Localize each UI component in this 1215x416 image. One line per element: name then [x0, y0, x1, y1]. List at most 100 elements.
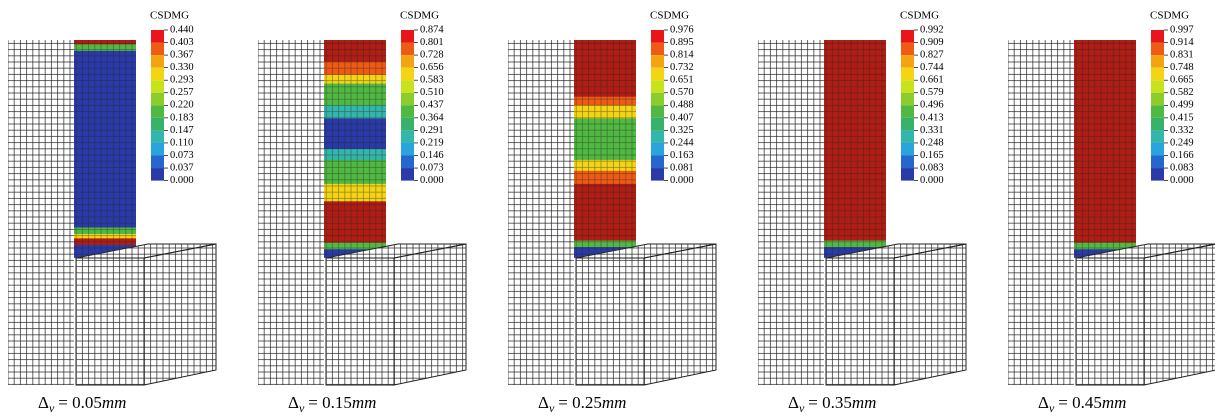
legend-value: 0.732 [670, 62, 694, 73]
caption: Δv = 0.25mm [538, 393, 626, 415]
legend-value: 0.146 [420, 150, 444, 161]
legend-swatch [901, 80, 914, 93]
legend-value: 0.437 [420, 100, 444, 111]
legend-value: 0.801 [420, 37, 444, 48]
legend-swatch [1151, 168, 1164, 181]
legend-value: 0.583 [420, 75, 444, 86]
legend-swatch [151, 55, 164, 68]
contour-grid [824, 40, 886, 258]
legend-value: 0.909 [920, 37, 944, 48]
legend-swatch [651, 155, 664, 169]
legend-swatch [401, 130, 414, 143]
box-front [75, 257, 145, 386]
legend-swatch [651, 142, 664, 156]
legend-swatch [151, 168, 164, 181]
legend-value: 0.895 [670, 37, 694, 48]
mesh-grid [1008, 40, 1074, 385]
caption-unit: mm [602, 393, 627, 412]
caption-equation: = 0.45 [1058, 393, 1102, 412]
legend-value: 0.332 [1170, 125, 1194, 136]
contour-face [324, 40, 386, 258]
caption-symbol: Δ [38, 393, 49, 412]
caption-symbol: Δ [288, 393, 299, 412]
legend-swatch [651, 42, 664, 56]
legend-swatch [401, 117, 414, 131]
legend-value: 0.257 [170, 87, 194, 98]
legend-swatch [1151, 130, 1164, 143]
legend-value: 0.083 [1170, 162, 1194, 173]
legend-title: CSDMG [1150, 10, 1189, 22]
box-front [825, 257, 895, 386]
legend-value: 0.814 [670, 50, 694, 61]
caption-unit: mm [102, 393, 127, 412]
legend-value: 0.364 [420, 112, 444, 123]
legend-value: 0.249 [1170, 137, 1194, 148]
contour-grid [1074, 40, 1136, 258]
caption-subscript: v [299, 401, 305, 415]
legend-value: 0.827 [920, 50, 944, 61]
legend-swatch [651, 168, 664, 181]
caption-subscript: v [799, 401, 805, 415]
legend-value: 0.415 [1170, 112, 1194, 123]
legend-value: 0.665 [1170, 75, 1194, 86]
legend-swatch [1151, 92, 1164, 106]
legend-value: 0.728 [420, 50, 444, 61]
legend-swatch [901, 105, 914, 118]
legend-value: 0.165 [920, 150, 944, 161]
legend-swatch [901, 67, 914, 81]
legend-value: 0.570 [670, 87, 694, 98]
box-side [1143, 243, 1215, 386]
legend-value: 0.325 [670, 125, 694, 136]
legend-swatch [901, 42, 914, 56]
legend-value: 0.499 [1170, 100, 1194, 111]
contour-face [824, 40, 886, 258]
box-side [643, 243, 717, 386]
caption-symbol: Δ [1038, 393, 1049, 412]
legend-value: 0.244 [670, 137, 694, 148]
legend-value: 0.914 [1170, 37, 1194, 48]
legend-swatch [401, 42, 414, 56]
legend-value: 0.440 [170, 24, 194, 35]
caption-subscript: v [1049, 401, 1055, 415]
caption-subscript: v [49, 401, 55, 415]
legend-swatch [1151, 142, 1164, 156]
caption-unit: mm [352, 393, 377, 412]
legend-value: 0.081 [670, 162, 694, 173]
mesh-grid [508, 40, 574, 385]
legend-value: 0.744 [920, 62, 944, 73]
legend-value: 0.413 [920, 112, 944, 123]
caption-equation: = 0.15 [308, 393, 352, 412]
caption-equation: = 0.35 [808, 393, 852, 412]
legend-swatch [1151, 117, 1164, 131]
legend-title: CSDMG [400, 10, 439, 22]
legend-swatch [401, 67, 414, 81]
legend-value: 0.073 [170, 150, 194, 161]
caption: Δv = 0.05mm [38, 393, 126, 415]
legend-swatch [151, 42, 164, 56]
legend-swatch [651, 55, 664, 68]
legend-swatch [1151, 67, 1164, 81]
legend-value: 0.110 [170, 137, 193, 148]
legend-value: 0.293 [170, 75, 194, 86]
legend-value: 0.748 [1170, 62, 1194, 73]
caption-equation: = 0.25 [558, 393, 602, 412]
legend-swatch [151, 142, 164, 156]
legend-swatch [151, 105, 164, 118]
legend-value: 0.083 [920, 162, 944, 173]
legend-swatch [651, 117, 664, 131]
caption-symbol: Δ [538, 393, 549, 412]
legend-value: 0.831 [1170, 50, 1194, 61]
contour-grid [574, 40, 636, 258]
caption: Δv = 0.45mm [1038, 393, 1126, 415]
contour-grid [324, 40, 386, 258]
mesh-grid [758, 40, 824, 385]
legend-value: 0.992 [920, 24, 944, 35]
box-front [1075, 257, 1145, 386]
legend-title: CSDMG [650, 10, 689, 22]
legend-value: 0.037 [170, 162, 194, 173]
legend-swatch [651, 67, 664, 81]
box-front [575, 257, 645, 386]
